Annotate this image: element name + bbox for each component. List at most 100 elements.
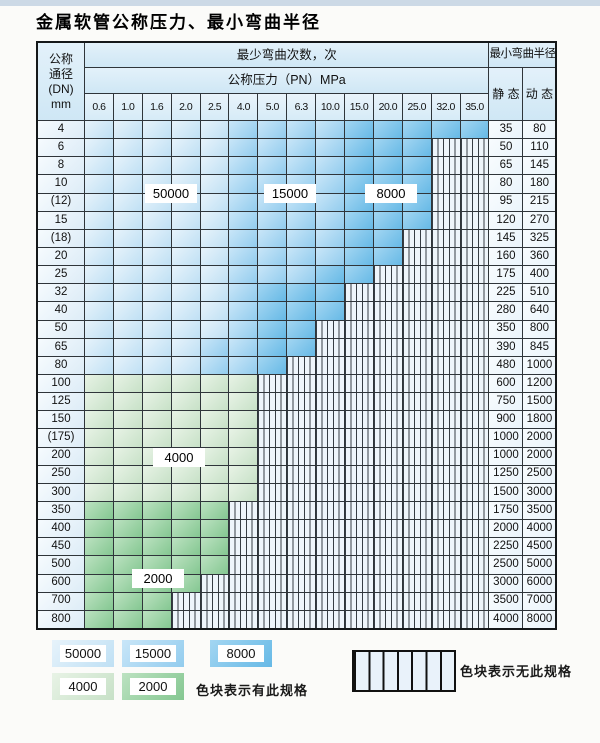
spec-cell-g1: [142, 429, 171, 447]
spec-cell-b3: [345, 157, 373, 175]
spec-cell-h: [258, 465, 287, 483]
pressure-header: 公称压力（PN）MPa: [85, 68, 489, 93]
spec-cell-h: [229, 538, 258, 556]
dynamic-header: 动 态: [523, 68, 556, 120]
spec-cell-g1: [85, 483, 113, 501]
spec-cell-h: [431, 139, 460, 157]
spec-cell-b2: [258, 247, 287, 266]
spec-cell-h: [460, 465, 489, 483]
spec-cell-h: [287, 538, 316, 556]
spec-cell-g2: [171, 538, 200, 556]
spec-cell-h: [258, 411, 287, 429]
static-radius-cell: 225: [489, 284, 523, 302]
static-radius-cell: 1500: [489, 483, 523, 501]
spec-cell-h: [431, 302, 460, 320]
spec-cell-b2: [229, 338, 258, 356]
spec-cell-g1: [229, 374, 258, 393]
dn-header: 公称 通径 (DN) mm: [38, 43, 84, 120]
spec-cell-h: [402, 266, 431, 284]
spec-cell-b1: [142, 302, 171, 320]
spec-cell-b1: [113, 193, 142, 211]
dn-cell: 15: [38, 211, 84, 229]
spec-cell-h: [345, 429, 373, 447]
spec-cell-h: [402, 411, 431, 429]
legend-item-value: 2000: [130, 678, 176, 695]
spec-cell-h: [431, 429, 460, 447]
spec-cell-b1: [113, 229, 142, 247]
spec-cell-b2: [229, 302, 258, 320]
spec-cell-h: [345, 592, 373, 610]
spec-cell-h: [402, 374, 431, 393]
spec-cell-h: [316, 374, 345, 393]
spec-cell-b3: [373, 157, 402, 175]
dynamic-radius-cell: 7000: [523, 592, 556, 610]
spec-cell-b1: [171, 302, 200, 320]
spec-cell-h: [345, 556, 373, 574]
spec-cell-b1: [113, 157, 142, 175]
spec-cell-g1: [113, 429, 142, 447]
spec-cell-h: [460, 574, 489, 592]
spec-cell-b3: [402, 157, 431, 175]
spec-cell-h: [345, 520, 373, 538]
spec-cell-h: [345, 393, 373, 411]
legend-hatch-box: [352, 650, 456, 692]
spec-cell-h: [460, 538, 489, 556]
static-radius-cell: 80: [489, 175, 523, 193]
spec-cell-h: [373, 556, 402, 574]
legend-item-value: 50000: [60, 645, 106, 662]
legend-item-15000: 15000: [122, 640, 184, 667]
spec-cell-h: [258, 501, 287, 520]
spec-cell-h: [258, 447, 287, 465]
spec-cell-h: [402, 447, 431, 465]
spec-cell-g1: [113, 465, 142, 483]
spec-cell-b2: [287, 247, 316, 266]
spec-cell-h: [431, 374, 460, 393]
spec-cell-b2: [316, 121, 345, 139]
static-radius-cell: 2500: [489, 556, 523, 574]
spec-cell-h: [287, 411, 316, 429]
spec-cell-g1: [171, 429, 200, 447]
spec-cell-b1: [200, 211, 229, 229]
spec-cell-b3: [345, 211, 373, 229]
spec-cell-g2: [85, 556, 113, 574]
pressure-header-cell: 20.0: [373, 94, 402, 120]
spec-cell-b3: [345, 121, 373, 139]
spec-cell-h: [431, 229, 460, 247]
spec-cell-h: [258, 520, 287, 538]
spec-cell-g2: [85, 592, 113, 610]
spec-cell-h: [287, 556, 316, 574]
spec-cell-h: [373, 447, 402, 465]
spec-cell-h: [373, 284, 402, 302]
spec-cell-b2: [258, 139, 287, 157]
spec-cell-b1: [113, 247, 142, 266]
spec-cell-h: [373, 501, 402, 520]
spec-cell-h: [402, 302, 431, 320]
pressure-header-cell: 10.0: [316, 94, 345, 120]
spec-cell-h: [431, 610, 460, 628]
spec-cell-b3: [402, 139, 431, 157]
spec-cell-b2: [287, 266, 316, 284]
spec-cell-h: [287, 592, 316, 610]
spec-cell-h: [287, 483, 316, 501]
spec-cell-h: [171, 610, 200, 628]
spec-cell-h: [460, 175, 489, 193]
pressure-header-cell: 32.0: [431, 94, 460, 120]
spec-cell-b1: [142, 121, 171, 139]
spec-cell-h: [460, 302, 489, 320]
dn-cell: 800: [38, 610, 84, 628]
dn-cell: 20: [38, 247, 84, 266]
spec-cell-h: [460, 266, 489, 284]
static-radius-cell: 3500: [489, 592, 523, 610]
spec-cell-h: [287, 393, 316, 411]
spec-cell-h: [287, 574, 316, 592]
spec-cell-h: [200, 610, 229, 628]
legend-unavailable-note: 色块表示无此规格: [460, 664, 573, 679]
spec-cell-g2: [85, 538, 113, 556]
spec-cell-h: [460, 501, 489, 520]
pressure-header-cell: 1.0: [113, 94, 142, 120]
spec-cell-h: [316, 429, 345, 447]
spec-cell-b3: [402, 211, 431, 229]
spec-cell-b1: [171, 284, 200, 302]
spec-cell-b2: [258, 266, 287, 284]
spec-cell-g2: [200, 556, 229, 574]
